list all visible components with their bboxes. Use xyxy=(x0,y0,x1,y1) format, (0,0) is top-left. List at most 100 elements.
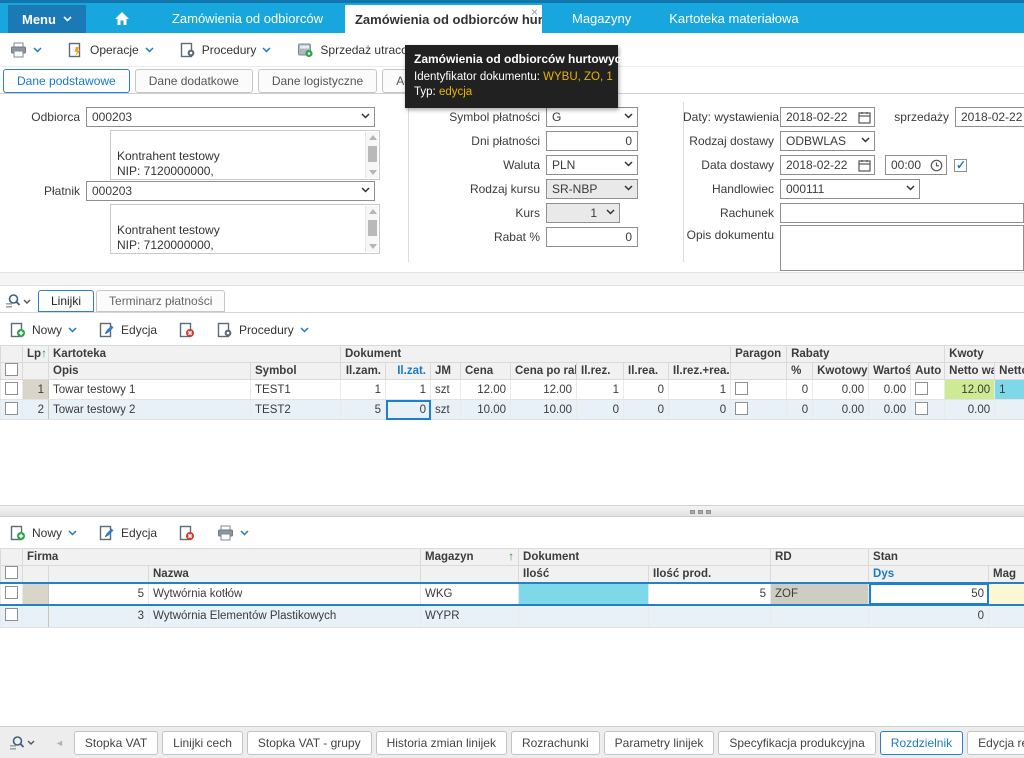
header-group-firma[interactable]: Firma xyxy=(21,548,422,566)
calendar-icon[interactable] xyxy=(858,111,871,124)
header-nazwa[interactable]: Nazwa xyxy=(147,565,422,584)
table-row[interactable]: 2 Towar testowy 2 TEST2 5 0 szt 10.00 10… xyxy=(0,399,1024,420)
header-il-rez[interactable]: Il.rez. xyxy=(576,362,624,380)
window-tab-kartoteka-materialowa[interactable]: Kartoteka materiałowa xyxy=(669,10,799,26)
header-group-dokument[interactable]: Dokument xyxy=(518,548,772,566)
tab-dane-podstawowe[interactable]: Dane podstawowe xyxy=(3,69,130,93)
mag-cell[interactable] xyxy=(988,604,1024,628)
tab-stopka-vat-grupy[interactable]: Stopka VAT - grupy xyxy=(246,730,372,755)
paragon-checkbox[interactable] xyxy=(735,381,749,395)
il-zam-cell[interactable]: 5 xyxy=(340,399,386,420)
header-il-zam[interactable]: Il.zam. xyxy=(340,362,386,380)
header-paragon[interactable]: Paragon xyxy=(730,345,788,363)
dni-platnosci-input[interactable]: 0 xyxy=(546,131,638,151)
auto-cell[interactable] xyxy=(910,379,946,400)
rodzaj-dostawy-combobox[interactable]: ODBWLAS xyxy=(780,131,875,151)
kurs-spinner[interactable]: 1 xyxy=(546,203,620,223)
symbol-platnosci-combobox[interactable]: G xyxy=(546,107,638,127)
splitter-grip[interactable] xyxy=(690,510,711,514)
scroll-tabs-left-icon[interactable]: ◄ xyxy=(55,737,64,748)
row-checkbox[interactable] xyxy=(5,401,18,415)
header-select-all[interactable] xyxy=(0,362,23,380)
tab-linijki[interactable]: Linijki xyxy=(38,290,95,312)
opis-cell[interactable]: Towar testowy 2 xyxy=(48,399,251,420)
wartosc-cell[interactable]: 0.00 xyxy=(868,379,912,400)
select-all-checkbox[interactable] xyxy=(5,363,18,376)
header-auto[interactable]: Auto xyxy=(910,362,946,380)
header-wartosc[interactable]: Wartość xyxy=(868,362,912,380)
sprzedaz-utracona-button[interactable]: Sprzedaż utracona xyxy=(291,39,427,61)
row-checkbox[interactable] xyxy=(5,586,18,599)
header-mag[interactable]: Mag xyxy=(988,565,1024,584)
header-group-kartoteka[interactable]: Kartoteka xyxy=(48,345,341,363)
horizontal-splitter[interactable] xyxy=(0,505,1024,517)
table-row[interactable]: 1 Towar testowy 1 TEST1 1 1 szt 12.00 12… xyxy=(0,379,1024,400)
auto-cell[interactable] xyxy=(910,399,946,420)
procedury-button[interactable]: Procedury xyxy=(174,39,278,61)
window-tab-zamowienia-od-odbiorcow-hurtowych[interactable]: Zamówienia od odbiorców hurtowych × xyxy=(344,5,542,33)
row-checkbox-cell[interactable] xyxy=(0,399,23,420)
netto-cell[interactable] xyxy=(994,399,1024,420)
ilosc-prod-cell[interactable] xyxy=(648,604,772,628)
ilosc-prod-cell[interactable]: 5 xyxy=(648,582,772,606)
clock-icon[interactable] xyxy=(930,159,943,172)
il-rea-cell[interactable]: 0 xyxy=(623,379,669,400)
lp-cell[interactable]: 2 xyxy=(22,399,49,420)
paragon-checkbox[interactable] xyxy=(735,401,749,415)
edycja-button[interactable]: Edycja xyxy=(93,319,163,341)
calendar-icon[interactable] xyxy=(858,159,871,172)
header-jm[interactable]: JM xyxy=(430,362,461,380)
nr-cell[interactable]: 3 xyxy=(48,604,149,628)
auto-checkbox[interactable] xyxy=(915,381,929,395)
lp-cell[interactable]: 1 xyxy=(22,379,49,400)
grid-search-button[interactable] xyxy=(9,735,35,751)
tab-rozrachunki[interactable]: Rozrachunki xyxy=(510,730,600,755)
tab-linijki-cech[interactable]: Linijki cech xyxy=(162,730,243,755)
platnik-info-box[interactable]: Kontrahent testowy NIP: 7120000000, xyxy=(110,204,380,254)
header-lp[interactable]: Lp↑ xyxy=(22,345,49,363)
row-checkbox-cell[interactable] xyxy=(0,379,23,400)
grid-search-button[interactable] xyxy=(5,293,31,309)
window-tab-zamowienia-od-odbiorcow[interactable]: Zamówienia od odbiorców xyxy=(171,10,323,26)
nazwa-cell[interactable]: Wytwórnia Elementów Plastikowych xyxy=(147,604,422,628)
scrollbar[interactable] xyxy=(365,132,378,178)
edycja-button[interactable]: Edycja xyxy=(93,522,163,544)
select-all-checkbox[interactable] xyxy=(5,566,18,579)
il-rez-rea-cell[interactable]: 1 xyxy=(667,379,732,400)
kwotowy-cell[interactable]: 0.00 xyxy=(812,399,870,420)
usun-button[interactable] xyxy=(173,522,201,544)
header-ilosc-prod[interactable]: Ilość prod. xyxy=(648,565,772,584)
print-button[interactable] xyxy=(211,522,255,544)
data-dostawy-field[interactable]: 2018-02-22 xyxy=(780,155,875,175)
netto-wal-cell[interactable]: 0.00 xyxy=(944,399,996,420)
operacje-button[interactable]: Operacje xyxy=(62,39,160,61)
opis-dokumentu-textarea[interactable] xyxy=(780,225,1024,271)
menu-button[interactable]: Menu xyxy=(8,5,86,33)
horizontal-splitter[interactable] xyxy=(0,272,1024,286)
header-magazyn[interactable]: Magazyn ↑ xyxy=(420,548,520,566)
ilosc-cell[interactable] xyxy=(518,582,650,606)
nr-cell[interactable]: 5 xyxy=(48,582,149,606)
data-wystawienia-field[interactable]: 2018-02-22 xyxy=(780,107,875,127)
czas-dostawy-checkbox[interactable]: ✓ xyxy=(954,158,967,172)
usun-button[interactable] xyxy=(173,319,201,341)
jm-cell[interactable]: szt xyxy=(430,379,461,400)
header-il-zat[interactable]: Il.zat. xyxy=(385,362,431,380)
cena-po-rab-cell[interactable]: 10.00 xyxy=(510,399,577,420)
row-checkbox[interactable] xyxy=(5,381,18,395)
row-checkbox-cell[interactable] xyxy=(0,604,23,628)
procedury-grid-button[interactable]: Procedury xyxy=(211,319,315,341)
magazyn-cell[interactable]: WKG xyxy=(420,582,520,606)
il-zam-cell[interactable]: 1 xyxy=(340,379,386,400)
home-icon[interactable] xyxy=(106,3,138,33)
header-opis[interactable]: Opis xyxy=(48,362,251,380)
header-group-dokument[interactable]: Dokument xyxy=(339,345,732,363)
header-rd[interactable]: RD xyxy=(770,548,870,566)
rachunek-input[interactable] xyxy=(780,203,1024,223)
odbiorca-combobox[interactable]: 000203 xyxy=(86,107,375,127)
header-dys[interactable]: Dys xyxy=(868,565,990,584)
header-cena[interactable]: Cena xyxy=(460,362,511,380)
header-kwotowy[interactable]: Kwotowy xyxy=(812,362,870,380)
netto-cell[interactable]: 1 xyxy=(994,379,1024,400)
window-tab-magazyny[interactable]: Magazyny xyxy=(571,10,632,26)
